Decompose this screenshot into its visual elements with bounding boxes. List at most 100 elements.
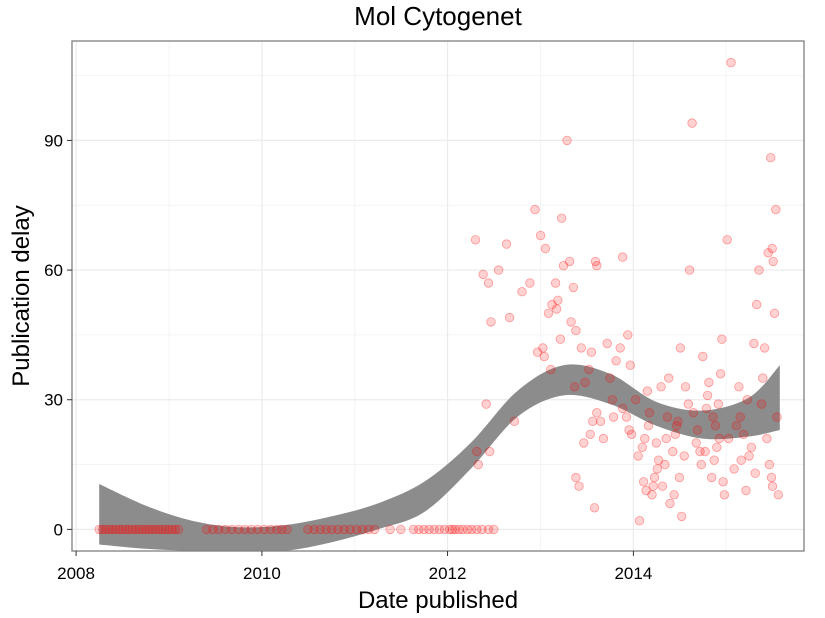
data-point	[675, 343, 686, 353]
data-point	[473, 459, 484, 470]
data-point	[369, 524, 380, 535]
data-point	[265, 524, 276, 535]
data-point	[309, 524, 319, 535]
data-point	[729, 464, 739, 474]
data-point	[501, 239, 512, 249]
data-point	[584, 364, 594, 375]
data-point	[746, 442, 757, 453]
data-point	[772, 412, 782, 422]
data-point	[649, 472, 660, 483]
data-point	[723, 433, 734, 444]
data-point	[704, 377, 714, 388]
data-point	[764, 459, 775, 470]
data-point	[486, 317, 496, 327]
data-point	[454, 524, 464, 535]
data-point	[741, 485, 751, 496]
data-point	[752, 299, 762, 310]
x-axis-label: Date published	[358, 587, 518, 614]
data-point	[555, 334, 566, 344]
data-point	[97, 524, 108, 535]
data-point	[525, 278, 535, 288]
data-point	[701, 403, 712, 414]
data-point	[618, 252, 628, 262]
data-point	[700, 446, 710, 457]
data-point	[580, 377, 590, 388]
data-point	[767, 481, 778, 491]
data-point	[677, 511, 687, 522]
data-point	[424, 524, 434, 535]
data-point	[680, 382, 691, 392]
data-point	[439, 524, 450, 535]
data-point	[562, 135, 572, 146]
data-point	[157, 524, 167, 535]
data-point	[107, 524, 118, 535]
data-point	[540, 243, 551, 254]
data-point	[167, 524, 177, 535]
x-tick-label: 2008	[57, 564, 95, 583]
data-point	[553, 295, 563, 306]
data-point	[458, 524, 468, 535]
data-point	[137, 524, 147, 535]
data-point	[160, 524, 171, 535]
data-point	[564, 256, 575, 267]
data-point	[735, 412, 745, 422]
data-point	[140, 524, 151, 535]
data-point	[692, 425, 703, 435]
data-point	[470, 235, 481, 245]
data-point	[762, 433, 772, 444]
data-point	[272, 524, 282, 535]
data-point	[717, 334, 727, 344]
plot-panel-background	[72, 41, 804, 551]
data-point	[756, 399, 767, 409]
data-point	[566, 317, 576, 327]
data-point	[656, 382, 666, 392]
data-point	[759, 343, 770, 353]
data-point	[532, 347, 543, 357]
data-point	[595, 416, 606, 427]
data-point	[127, 524, 138, 535]
data-point	[607, 395, 618, 405]
data-point	[698, 351, 708, 362]
smooth-band	[99, 364, 780, 551]
data-point	[396, 524, 406, 535]
smooth-confidence-band	[99, 364, 780, 551]
data-point	[592, 408, 602, 418]
data-point	[641, 485, 651, 496]
data-point	[444, 524, 455, 535]
data-point	[673, 416, 683, 427]
data-point	[640, 433, 650, 444]
data-point	[538, 343, 548, 353]
data-point	[621, 412, 632, 422]
data-point	[710, 421, 721, 431]
data-point	[240, 524, 250, 535]
data-point	[576, 343, 587, 353]
data-point	[509, 416, 520, 427]
data-point	[707, 472, 717, 483]
data-point	[227, 524, 237, 535]
data-point	[718, 477, 728, 487]
data-point	[608, 412, 619, 422]
data-point	[568, 282, 579, 293]
data-point	[671, 421, 682, 431]
data-point	[481, 399, 491, 409]
data-point	[758, 373, 768, 383]
data-point	[315, 524, 325, 535]
data-point	[749, 338, 759, 349]
data-point	[530, 204, 540, 215]
data-point	[472, 524, 482, 535]
data-point	[647, 490, 657, 500]
x-tick-label: 2010	[243, 564, 281, 583]
data-point	[637, 442, 648, 453]
data-point	[327, 524, 337, 535]
data-point	[124, 524, 134, 535]
data-point	[546, 364, 556, 375]
data-point	[110, 524, 121, 535]
data-point	[669, 490, 679, 500]
data-point	[638, 477, 649, 487]
data-point	[472, 446, 482, 457]
data-point	[713, 399, 724, 409]
data-point	[668, 446, 678, 457]
data-point	[661, 433, 671, 444]
data-point	[213, 524, 224, 535]
